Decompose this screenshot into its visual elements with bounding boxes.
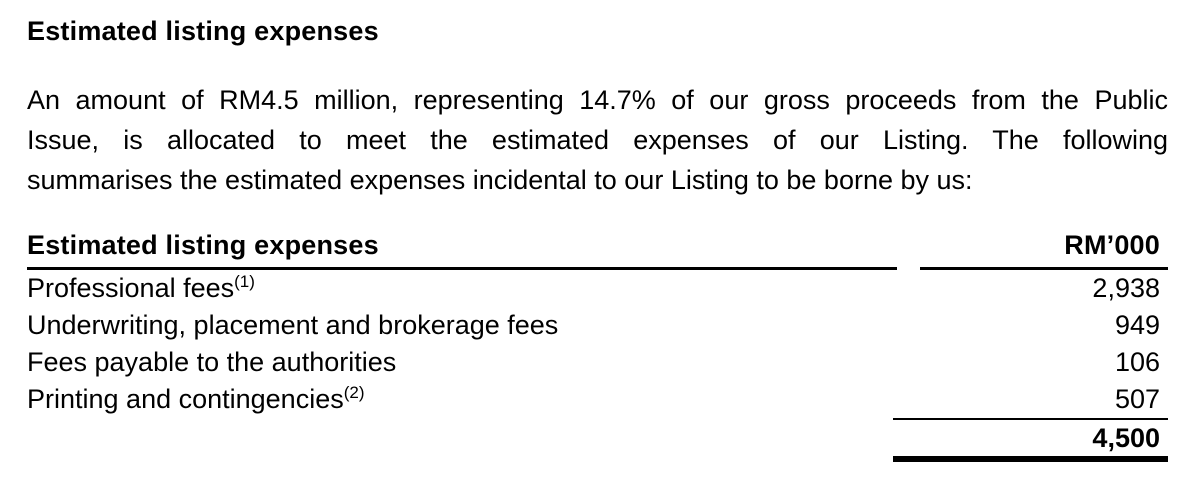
- row-footnote-marker: (1): [234, 272, 255, 291]
- row-value: 2,938: [1092, 273, 1160, 303]
- table-header-label: Estimated listing expenses: [27, 228, 897, 270]
- column-gap: [897, 228, 920, 270]
- row-label-cell: Professional fees(1): [27, 270, 897, 307]
- paragraph-line: summarises the estimated expenses incide…: [27, 165, 973, 195]
- column-gap: [897, 307, 920, 344]
- row-label: Printing and contingencies: [27, 384, 344, 414]
- row-value-cell: 106: [920, 344, 1168, 381]
- row-label-cell: Printing and contingencies(2): [27, 381, 897, 418]
- row-label: Underwriting, placement and brokerage fe…: [27, 310, 559, 340]
- row-value: 106: [1114, 347, 1160, 377]
- row-value: 507: [1114, 384, 1160, 414]
- column-gap: [897, 270, 920, 307]
- total-spacer: [27, 418, 893, 462]
- total-value: 4,500: [1092, 423, 1160, 453]
- table-header-unit: RM’000: [1064, 230, 1160, 260]
- row-footnote-marker: (2): [343, 383, 365, 402]
- row-label-cell: Fees payable to the authorities: [27, 344, 897, 381]
- row-label: Professional fees: [27, 273, 235, 303]
- intro-paragraph: An amount of RM4.5 million, representing…: [27, 80, 1168, 200]
- row-value: 949: [1114, 310, 1160, 340]
- row-label: Fees payable to the authorities: [27, 347, 397, 377]
- table-row: Printing and contingencies(2) 507: [27, 381, 1168, 418]
- table-row: Underwriting, placement and brokerage fe…: [27, 307, 1168, 344]
- expenses-table: Estimated listing expenses RM’000 Profes…: [27, 228, 1168, 462]
- table-header-row: Estimated listing expenses RM’000: [27, 228, 1168, 270]
- page-title: Estimated listing expenses: [27, 16, 379, 46]
- row-value-cell: 507: [920, 381, 1168, 418]
- column-gap: [897, 344, 920, 381]
- paragraph-line: An amount of RM4.5 million, representing…: [27, 85, 1168, 115]
- table-row: Fees payable to the authorities 106: [27, 344, 1168, 381]
- paragraph-line: Issue, is allocated to meet the estimate…: [27, 125, 1168, 155]
- table-header-unit-cell: RM’000: [920, 228, 1168, 270]
- table-total-row: 4,500: [27, 418, 1168, 462]
- column-gap: [897, 381, 920, 418]
- row-value-cell: 949: [920, 307, 1168, 344]
- row-label-cell: Underwriting, placement and brokerage fe…: [27, 307, 897, 344]
- row-value-cell: 2,938: [920, 270, 1168, 307]
- table-row: Professional fees(1) 2,938: [27, 270, 1168, 307]
- total-rule-box: 4,500: [893, 418, 1168, 462]
